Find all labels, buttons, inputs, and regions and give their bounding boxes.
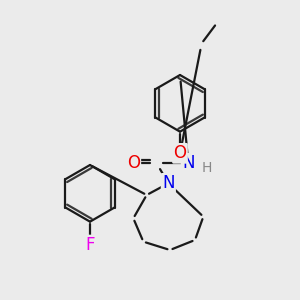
Text: F: F <box>85 236 95 254</box>
Text: H: H <box>202 161 212 175</box>
Text: N: N <box>162 174 175 192</box>
Text: O: O <box>127 154 140 172</box>
Text: N: N <box>182 154 195 172</box>
Text: O: O <box>173 144 187 162</box>
